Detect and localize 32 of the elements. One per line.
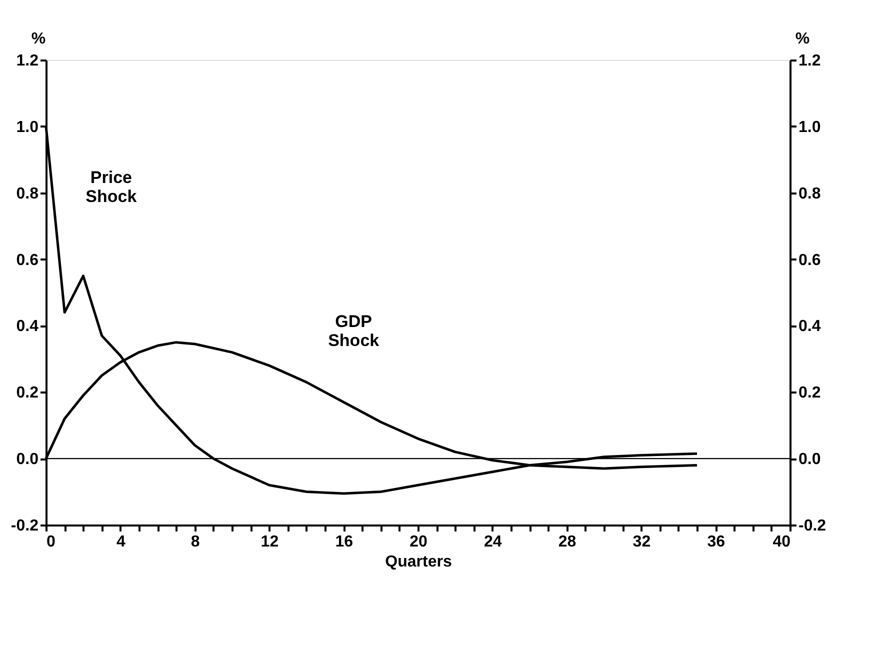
y2-tick-label: 1.2: [798, 52, 821, 70]
y2-tick-label: 0.2: [798, 384, 821, 402]
y-tick-label: 0.4: [16, 318, 39, 336]
x-tick-label: 16: [335, 534, 354, 550]
x-tick-label: 0: [46, 534, 56, 550]
x-tick-label: 36: [707, 534, 726, 550]
x-tick-label: 24: [484, 534, 502, 550]
x-tick-label: 28: [558, 534, 576, 550]
y2-tick-label: 0.8: [798, 185, 821, 202]
y-tick-label: 0.0: [16, 451, 39, 468]
y-tick-label: -0.2: [10, 518, 39, 534]
x-tick-label: 32: [632, 534, 651, 550]
y2-tick-label: 0.4: [798, 318, 821, 336]
y-tick-label: 1.2: [16, 52, 39, 70]
series-label: Price Shock: [86, 168, 138, 206]
y2-tick-label: 0.0: [798, 451, 821, 468]
y-tick-label: 0.8: [16, 185, 39, 202]
x-tick-label: 40: [772, 534, 791, 550]
y2-tick-label: 1.0: [798, 118, 821, 136]
y2-tick-label: -0.2: [798, 518, 826, 534]
y2-axis-title: %: [795, 30, 810, 48]
x-axis-title: Quarters: [385, 554, 452, 570]
x-tick-label: 12: [260, 534, 279, 550]
x-tick-label: 8: [190, 534, 200, 550]
y-tick-label: 0.6: [16, 252, 39, 269]
y-axis-title: %: [31, 30, 46, 48]
y2-tick-label: 0.6: [798, 252, 821, 269]
x-tick-label: 20: [410, 534, 428, 550]
y-tick-label: 0.2: [16, 384, 39, 402]
text: GDP Shock: [328, 312, 380, 350]
y-tick-label: 1.0: [16, 118, 39, 136]
x-tick-label: 4: [116, 534, 126, 550]
